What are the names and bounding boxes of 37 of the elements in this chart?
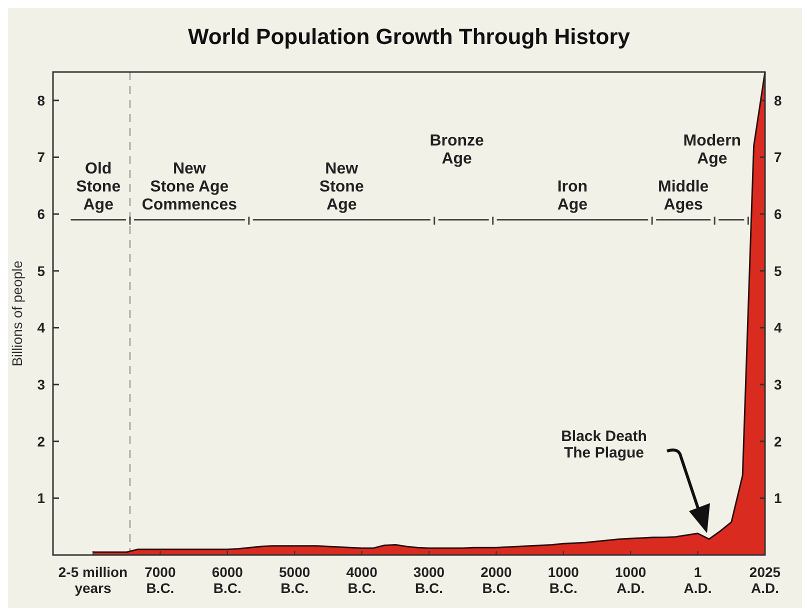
annotation: New Stone Age xyxy=(319,160,364,214)
y-tick-label: 4 xyxy=(37,320,46,336)
y2-tick-label: 4 xyxy=(774,320,782,336)
y2-tick-label: 5 xyxy=(774,262,782,279)
y2-tick-label: 8 xyxy=(774,92,782,108)
y-tick-label: 5 xyxy=(37,262,46,279)
y2-tick-label: 1 xyxy=(774,490,782,506)
x-tick-label: 1000 A.D. xyxy=(615,564,646,596)
x-tick-label: 7000 B.C. xyxy=(144,564,176,596)
y2-tick-label: 2 xyxy=(774,433,782,450)
annotation: Black Death The Plague xyxy=(561,428,647,462)
y2-tick-label: 7 xyxy=(774,149,782,166)
x-tick-label: 2025 A.D. xyxy=(749,564,781,596)
annotation: New Stone Age Commences xyxy=(142,160,238,214)
annotation: Old Stone Age xyxy=(76,160,121,214)
y2-tick-label: 6 xyxy=(774,206,782,222)
y-tick-label: 7 xyxy=(37,149,46,166)
x-tick-label: 1000 B.C. xyxy=(548,564,580,596)
y-tick-label: 3 xyxy=(37,376,46,392)
annotation: Iron Age xyxy=(557,178,588,214)
y2-tick-label: 3 xyxy=(774,376,782,392)
x-tick-label: 1 A.D. xyxy=(684,564,712,596)
x-tick-label: 2-5 million years xyxy=(58,564,128,596)
y-axis-title: Billions of people xyxy=(9,260,25,366)
x-tick-label: 2000 B.C. xyxy=(480,564,512,596)
x-tick-label: 5000 B.C. xyxy=(279,564,310,596)
annotation: Middle Ages xyxy=(658,178,709,214)
chart-title: World Population Growth Through History xyxy=(188,24,631,49)
y-tick-label: 1 xyxy=(37,490,46,506)
annotation: Modern Age xyxy=(683,132,742,168)
y-tick-label: 2 xyxy=(37,433,46,450)
y-tick-label: 8 xyxy=(37,92,46,108)
x-tick-label: 4000 B.C. xyxy=(346,564,378,596)
annotation: Bronze Age xyxy=(430,132,484,168)
x-tick-label: 3000 B.C. xyxy=(413,564,445,596)
y-tick-label: 6 xyxy=(37,206,46,222)
x-tick-label: 6000 B.C. xyxy=(212,564,244,596)
